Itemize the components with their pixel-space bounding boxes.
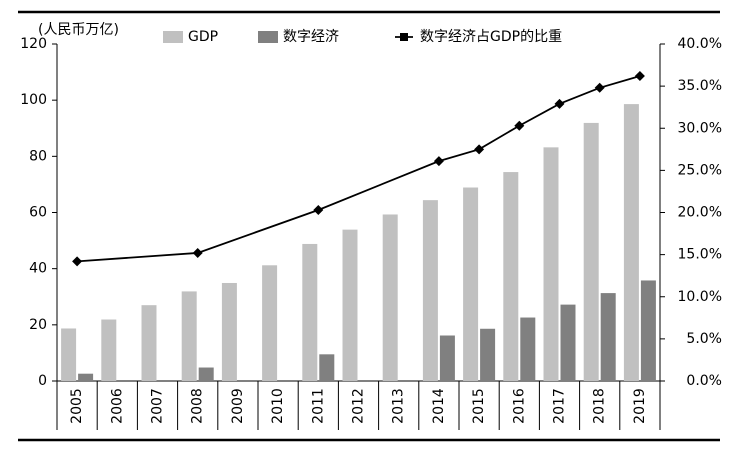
x-tick-label: 2017	[552, 388, 568, 424]
bar	[78, 373, 94, 381]
bar	[198, 367, 214, 381]
bar	[583, 122, 599, 381]
x-tick-label: 2018	[592, 388, 608, 424]
legend-swatch	[163, 31, 183, 43]
y2-tick-label: 25.0%	[678, 162, 722, 178]
bar	[342, 229, 358, 381]
x-tick-label: 2005	[69, 388, 85, 424]
line-marker	[594, 82, 605, 93]
line-marker	[433, 156, 444, 167]
bar	[422, 200, 438, 381]
bar	[623, 104, 639, 382]
line-marker	[192, 247, 203, 258]
y-tick-label: 80	[29, 148, 47, 164]
y2-tick-label: 20.0%	[678, 205, 722, 221]
bar	[600, 293, 616, 381]
line-marker	[474, 144, 485, 155]
y2-tick-label: 40.0%	[678, 36, 722, 52]
x-tick-label: 2010	[270, 388, 286, 424]
y-axis-title: (人民币万亿)	[38, 22, 119, 38]
y-tick-label: 0	[38, 373, 47, 389]
legend-marker	[400, 33, 408, 41]
legend-label: GDP	[188, 29, 218, 45]
bar	[640, 280, 656, 381]
y-tick-label: 20	[29, 317, 47, 333]
legend-label: 数字经济占GDP的比重	[420, 29, 562, 45]
bar	[543, 147, 559, 381]
bar	[61, 328, 77, 381]
y2-tick-label: 30.0%	[678, 120, 722, 136]
bar	[101, 319, 117, 381]
bar	[181, 291, 197, 381]
x-tick-label: 2019	[632, 388, 648, 424]
x-tick-label: 2016	[511, 388, 527, 424]
bar	[262, 265, 278, 381]
bar	[520, 317, 536, 381]
bar	[221, 282, 237, 381]
bar	[560, 304, 576, 381]
y2-tick-label: 0.0%	[686, 373, 722, 389]
legend-swatch	[258, 31, 278, 43]
legend-label: 数字经济	[283, 29, 339, 45]
line-marker	[634, 71, 645, 82]
y2-tick-label: 15.0%	[678, 247, 722, 263]
bar	[480, 328, 496, 381]
y2-tick-label: 35.0%	[678, 78, 722, 94]
y-tick-label: 120	[20, 36, 47, 52]
x-tick-label: 2014	[431, 388, 447, 424]
line-marker	[514, 120, 525, 131]
line-marker	[554, 98, 565, 109]
x-tick-label: 2008	[190, 388, 206, 424]
x-tick-label: 2013	[391, 388, 407, 424]
y-tick-label: 60	[29, 205, 47, 221]
line-marker	[313, 204, 324, 215]
bar	[302, 243, 318, 381]
bar	[463, 187, 479, 381]
x-tick-label: 2009	[230, 388, 246, 424]
y2-tick-label: 10.0%	[678, 289, 722, 305]
y-tick-label: 100	[20, 92, 47, 108]
x-tick-label: 2006	[109, 388, 125, 424]
bar	[503, 172, 519, 381]
bar	[382, 214, 398, 381]
bar	[439, 335, 455, 381]
y2-tick-label: 5.0%	[686, 331, 722, 347]
line-marker	[72, 256, 83, 267]
x-tick-label: 2015	[471, 388, 487, 424]
bar	[319, 354, 335, 381]
x-tick-label: 2012	[351, 388, 367, 424]
x-tick-label: 2007	[150, 388, 166, 424]
bar	[141, 305, 157, 381]
y-tick-label: 40	[29, 261, 47, 277]
x-tick-label: 2011	[310, 388, 326, 424]
